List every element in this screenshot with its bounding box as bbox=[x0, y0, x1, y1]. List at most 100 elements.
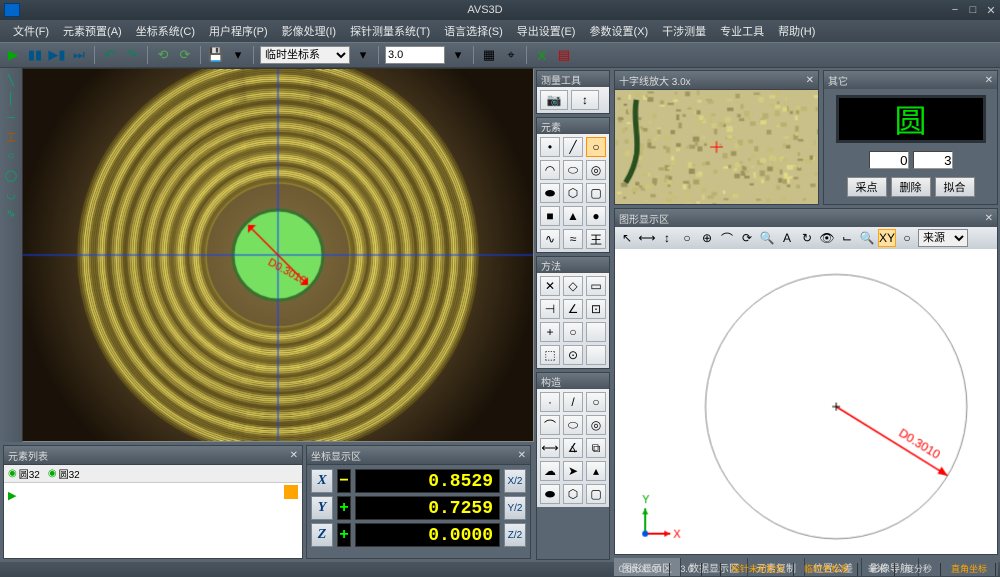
coord-dropdown-icon[interactable]: ▾ bbox=[354, 46, 372, 64]
camera-tool-icon[interactable]: 📷 bbox=[540, 90, 568, 110]
line2-icon[interactable]: / bbox=[563, 392, 583, 412]
menu-image-process[interactable]: 影像处理(I) bbox=[275, 23, 343, 39]
close-icon[interactable]: ✕ bbox=[290, 450, 298, 461]
sq-icon[interactable]: ⬚ bbox=[540, 345, 560, 365]
angle-icon[interactable]: ∠ bbox=[563, 299, 583, 319]
sphere-icon[interactable]: ● bbox=[586, 206, 606, 226]
h-icon[interactable]: ⊣ bbox=[540, 299, 560, 319]
hex-icon[interactable]: ⬡ bbox=[563, 183, 583, 203]
slot2-icon[interactable]: ⬬ bbox=[540, 484, 560, 504]
diamond-icon[interactable]: ◇ bbox=[563, 276, 583, 296]
element-tab-1[interactable]: ◉圆32 bbox=[4, 466, 44, 481]
zoom-dropdown-icon[interactable]: ▾ bbox=[449, 46, 467, 64]
z-half-button[interactable]: Z/2 bbox=[504, 523, 526, 547]
cloud-icon[interactable]: ☁ bbox=[540, 461, 560, 481]
source-select[interactable]: 来源 bbox=[918, 229, 968, 247]
arc-icon[interactable]: ⌒ bbox=[718, 229, 736, 247]
grid-icon[interactable]: ▦ bbox=[480, 46, 498, 64]
circle-tool-icon[interactable]: ○ bbox=[3, 148, 19, 164]
element-list-body[interactable]: ▶ bbox=[4, 483, 302, 558]
xy-button[interactable]: XY bbox=[878, 229, 896, 247]
text-icon[interactable]: A bbox=[778, 229, 796, 247]
triangle-icon[interactable]: ▲ bbox=[563, 206, 583, 226]
curve-tool-icon[interactable]: ∿ bbox=[3, 205, 19, 221]
ring2-icon[interactable]: ◎ bbox=[586, 415, 606, 435]
menu-help[interactable]: 帮助(H) bbox=[771, 23, 822, 39]
menu-interference[interactable]: 干涉测量 bbox=[655, 23, 713, 39]
square-icon[interactable]: ■ bbox=[540, 206, 560, 226]
point-icon[interactable]: • bbox=[540, 137, 560, 157]
hline-tool-icon[interactable]: ─ bbox=[3, 110, 19, 126]
close-icon[interactable]: ✕ bbox=[985, 75, 993, 86]
probe-tool-icon[interactable]: ↕ bbox=[571, 90, 599, 110]
dot-icon[interactable]: ⊙ bbox=[563, 345, 583, 365]
hex2-icon[interactable]: ⬡ bbox=[563, 484, 583, 504]
sel-icon[interactable]: ↖ bbox=[618, 229, 636, 247]
spline-icon[interactable]: ≈ bbox=[563, 229, 583, 249]
x-half-button[interactable]: X/2 bbox=[504, 469, 526, 493]
close-button[interactable]: ✕ bbox=[982, 3, 1000, 17]
undo-button[interactable]: ↶ bbox=[101, 46, 119, 64]
dist-icon[interactable]: ⟷ bbox=[540, 438, 560, 458]
ang-icon[interactable]: ∡ bbox=[563, 438, 583, 458]
circle3-icon[interactable]: ○ bbox=[563, 322, 583, 342]
dim-icon[interactable]: ⟷ bbox=[638, 229, 656, 247]
element-tab-2[interactable]: ◉圆32 bbox=[44, 466, 84, 481]
cone-icon[interactable]: ▴ bbox=[586, 461, 606, 481]
wave-icon[interactable]: ∿ bbox=[540, 229, 560, 249]
vdim-icon[interactable]: ↕ bbox=[658, 229, 676, 247]
rect3-icon[interactable]: ▢ bbox=[586, 484, 606, 504]
line-tool-icon[interactable]: ╲ bbox=[3, 72, 19, 88]
next-button[interactable]: ▶▮ bbox=[48, 46, 66, 64]
magnify-icon[interactable]: 🔍 bbox=[858, 229, 876, 247]
axis-icon[interactable]: ⌖ bbox=[502, 46, 520, 64]
close-icon[interactable]: ✕ bbox=[985, 213, 993, 224]
dropdown-arrow-icon[interactable]: ▾ bbox=[229, 46, 247, 64]
coord-system-select[interactable]: 临时坐标系 bbox=[260, 46, 350, 64]
refresh-icon[interactable]: ↻ bbox=[798, 229, 816, 247]
rect-icon[interactable]: ▢ bbox=[586, 183, 606, 203]
rect2-icon[interactable]: ▭ bbox=[586, 276, 606, 296]
save-button[interactable]: 💾 bbox=[207, 46, 225, 64]
ell-icon[interactable]: ⬭ bbox=[563, 415, 583, 435]
delete-button[interactable]: 删除 bbox=[891, 177, 931, 197]
pt-icon[interactable]: · bbox=[540, 392, 560, 412]
minimize-button[interactable]: − bbox=[946, 3, 964, 17]
redo2-button[interactable]: ⟳ bbox=[176, 46, 194, 64]
circ-icon[interactable]: ○ bbox=[678, 229, 696, 247]
blank2-icon[interactable] bbox=[586, 345, 606, 365]
camera-view[interactable] bbox=[22, 68, 534, 442]
undo2-button[interactable]: ⟲ bbox=[154, 46, 172, 64]
report-icon[interactable]: ▤ bbox=[555, 46, 573, 64]
menu-pro-tools[interactable]: 专业工具 bbox=[713, 23, 771, 39]
ff-button[interactable]: ⏭ bbox=[70, 46, 88, 64]
point-current-input[interactable] bbox=[869, 151, 909, 169]
circle-icon[interactable]: ○ bbox=[586, 137, 606, 157]
menu-element-preset[interactable]: 元素预置(A) bbox=[56, 23, 129, 39]
close-icon[interactable]: ✕ bbox=[806, 75, 814, 86]
axis-icon[interactable]: ⌙ bbox=[838, 229, 856, 247]
menu-probe-system[interactable]: 探针测量系统(T) bbox=[343, 23, 437, 39]
ring-icon[interactable]: ◎ bbox=[586, 160, 606, 180]
menu-param[interactable]: 参数设置(X) bbox=[582, 23, 655, 39]
close-icon[interactable]: ✕ bbox=[518, 450, 526, 461]
circle2-tool-icon[interactable]: ◯ bbox=[3, 167, 19, 183]
y-half-button[interactable]: Y/2 bbox=[504, 496, 526, 520]
menu-user-program[interactable]: 用户程序(P) bbox=[202, 23, 275, 39]
play-button[interactable]: ▶ bbox=[4, 46, 22, 64]
fit-button[interactable]: 拟合 bbox=[935, 177, 975, 197]
blank-icon[interactable] bbox=[586, 322, 606, 342]
menu-language[interactable]: 语言选择(S) bbox=[437, 23, 510, 39]
sample-point-button[interactable]: 采点 bbox=[847, 177, 887, 197]
eye-icon[interactable]: 👁 bbox=[818, 229, 836, 247]
plus-icon[interactable]: + bbox=[540, 322, 560, 342]
redo-button[interactable]: ↷ bbox=[123, 46, 141, 64]
dot-icon[interactable]: ○ bbox=[898, 229, 916, 247]
menu-file[interactable]: 文件(F) bbox=[6, 23, 56, 39]
graphics-canvas[interactable] bbox=[615, 249, 997, 554]
magnifier-view[interactable] bbox=[615, 90, 818, 204]
arr-icon[interactable]: ➤ bbox=[563, 461, 583, 481]
slot-icon[interactable]: ⬬ bbox=[540, 183, 560, 203]
circ-icon[interactable]: ○ bbox=[586, 392, 606, 412]
scan-icon[interactable]: ⟳ bbox=[738, 229, 756, 247]
